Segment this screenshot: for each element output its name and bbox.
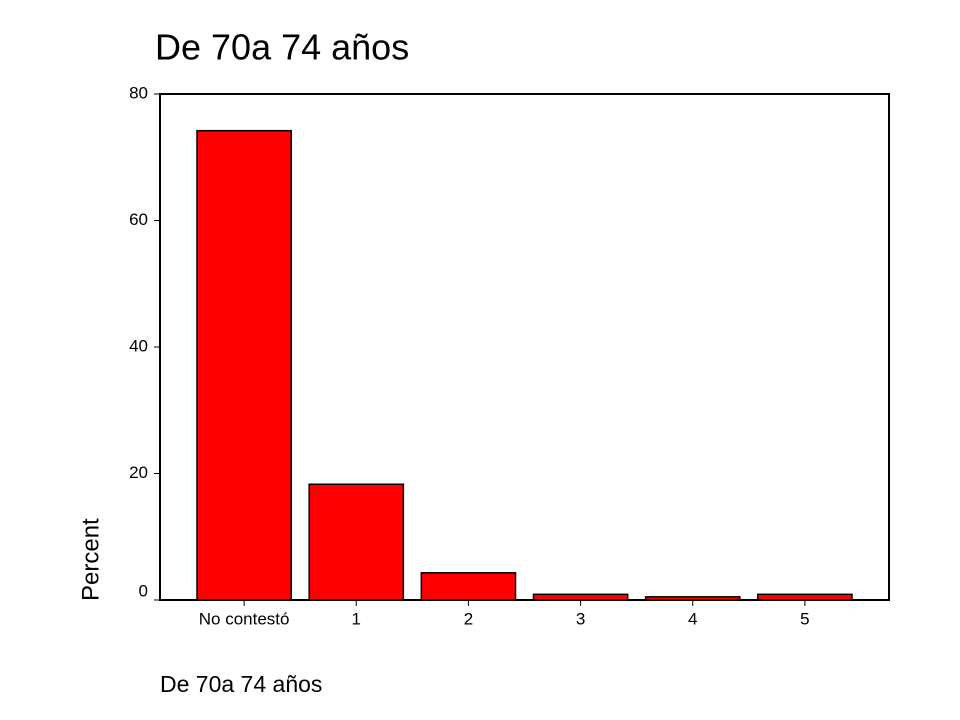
bar	[308, 483, 405, 601]
bar	[196, 129, 292, 601]
x-axis-label: De 70a 74 años	[160, 671, 322, 697]
bar	[420, 572, 517, 601]
chart-title: De 70a 74 años	[155, 27, 409, 68]
x-tick-label: 1	[352, 609, 361, 628]
y-tick-label: 60	[129, 210, 148, 229]
bar	[532, 593, 629, 601]
x-tick-label: 3	[576, 609, 585, 628]
x-tick-label: 2	[464, 609, 473, 628]
x-tick-label: No contestó	[199, 609, 290, 628]
x-tick-label: 4	[688, 609, 697, 628]
bar	[757, 593, 853, 601]
y-tick-label: 80	[129, 83, 148, 102]
x-tick-label: 5	[800, 609, 809, 628]
y-axis-label: Percent	[77, 518, 104, 601]
y-tick-label: 0	[139, 581, 148, 600]
y-tick-label: 40	[129, 336, 148, 355]
y-tick-label: 20	[129, 463, 148, 482]
bar	[644, 596, 741, 601]
